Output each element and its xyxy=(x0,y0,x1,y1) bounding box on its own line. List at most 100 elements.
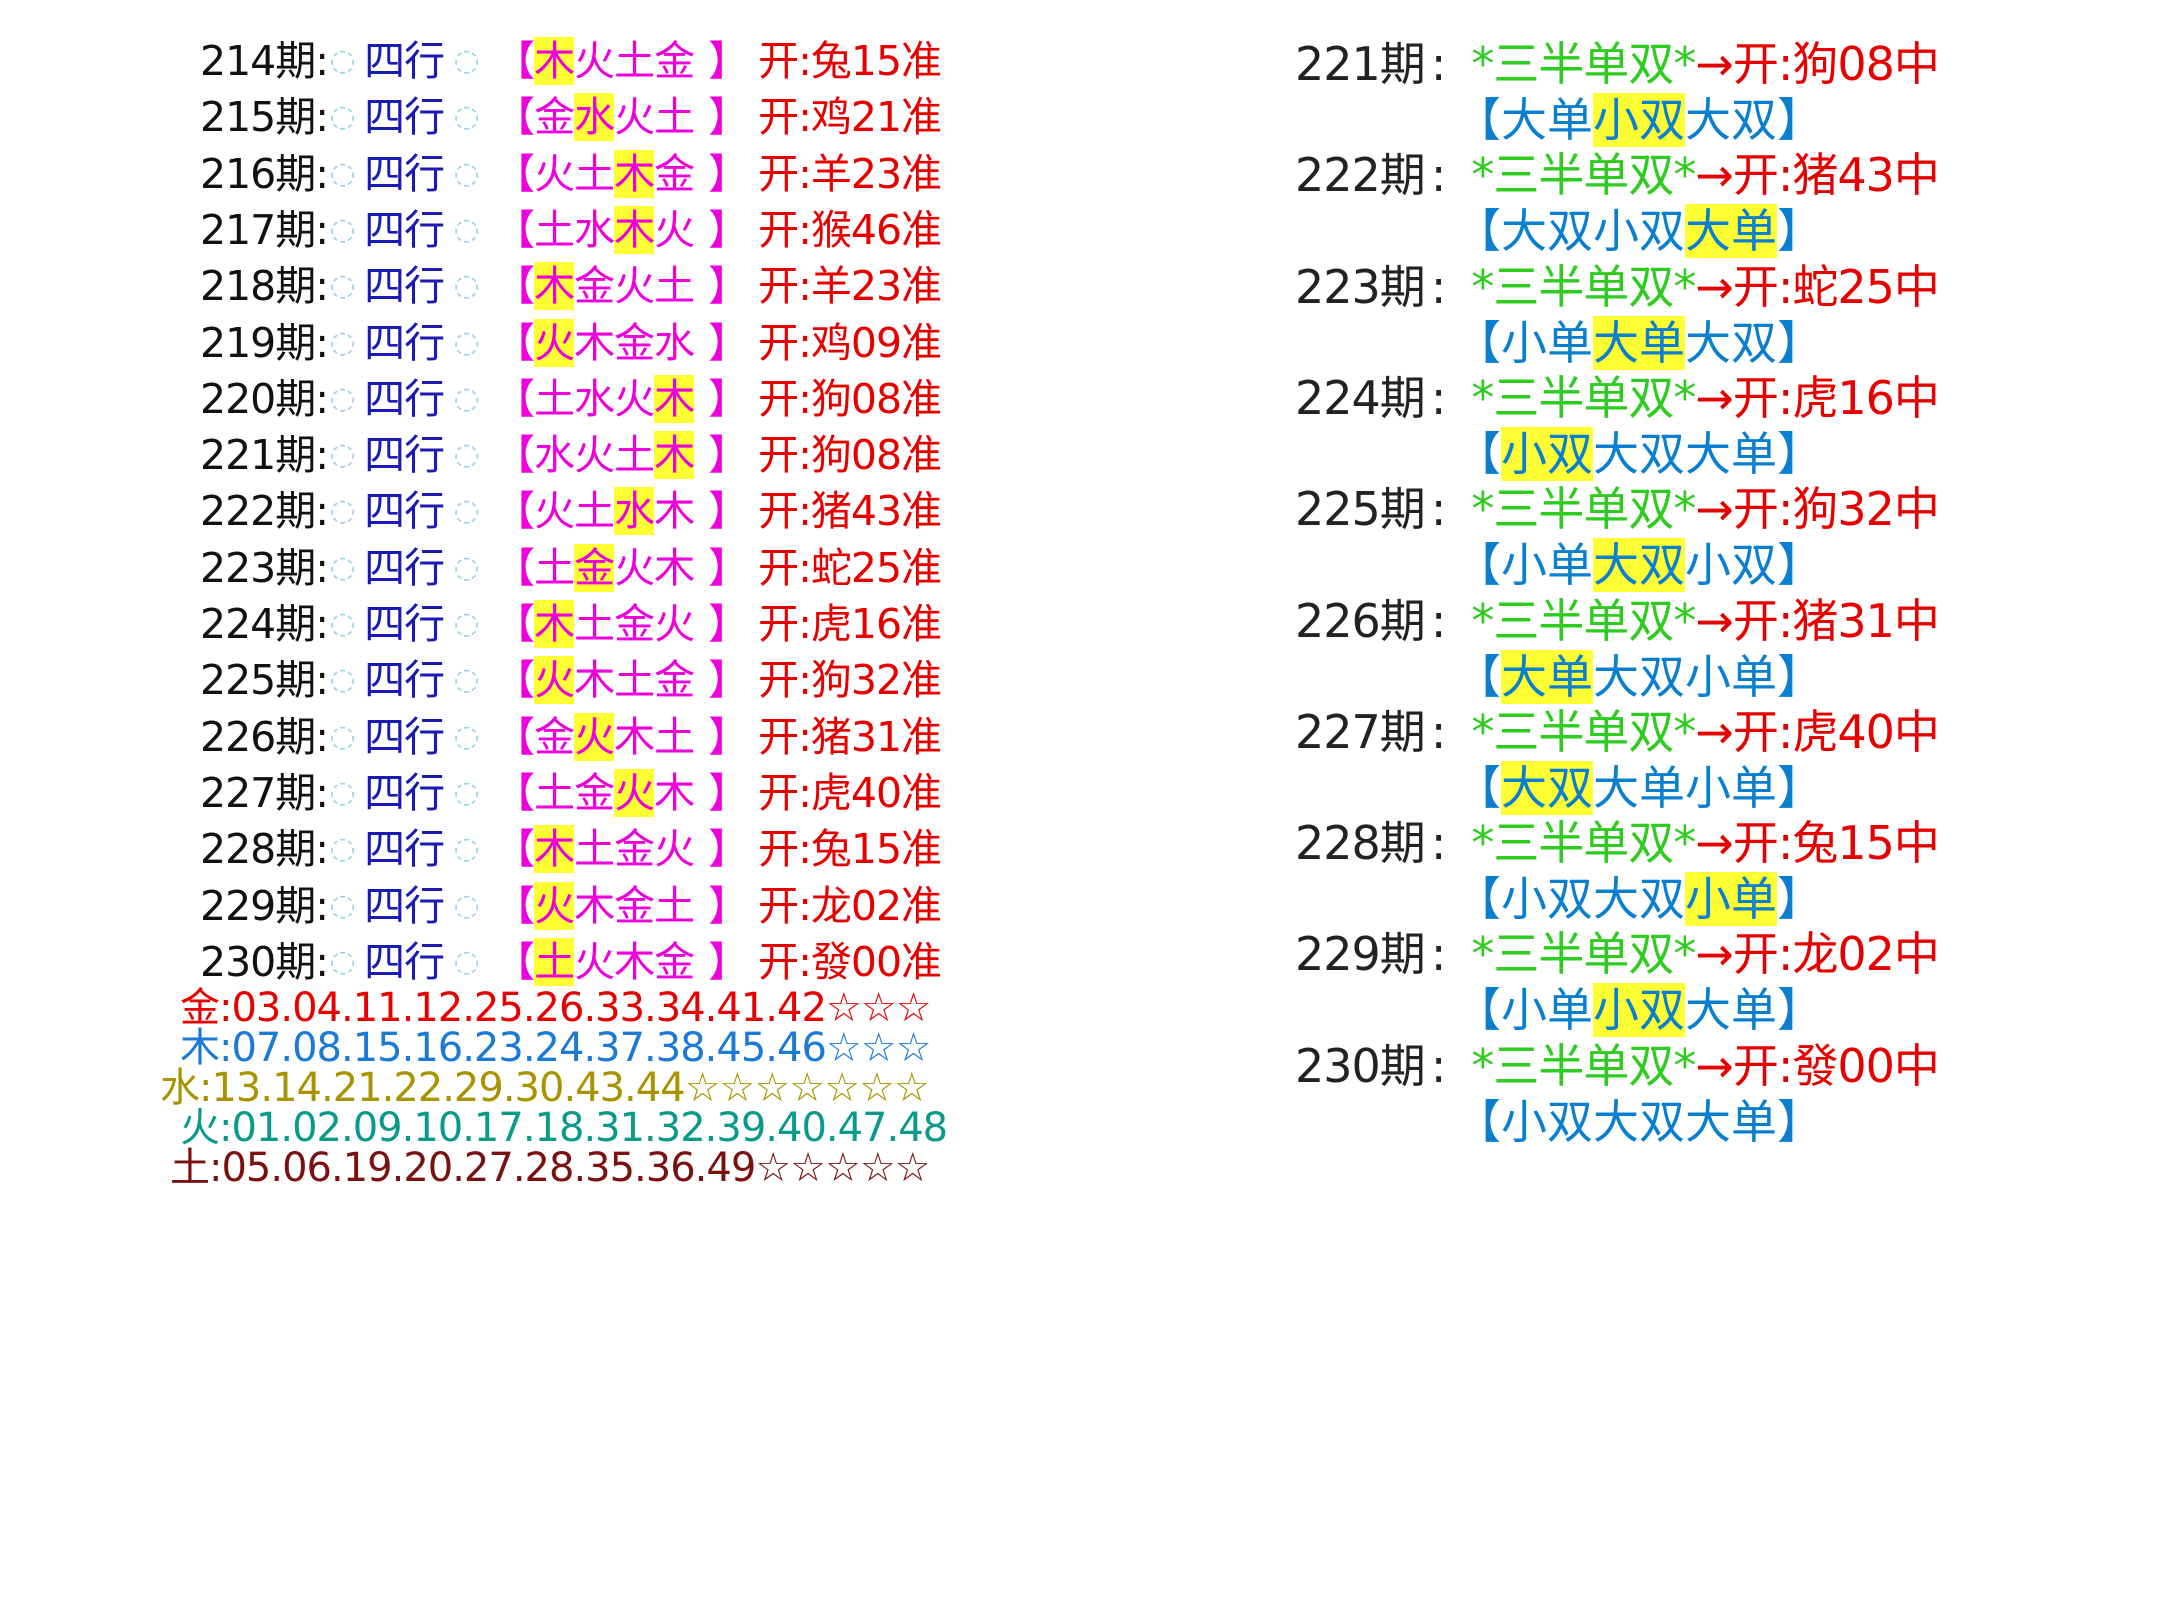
prediction-row: 221期:◌ 四行 ◌ 【水火土木】开:狗08准 xyxy=(200,420,942,490)
combo-row: 【大单大双小单】 xyxy=(1455,639,1823,715)
bracket-close: 】 xyxy=(708,149,749,198)
element-char: 土 xyxy=(614,37,655,85)
element-char: 火 xyxy=(614,93,655,142)
combo-item: 小单 xyxy=(1501,315,1593,370)
element-char: 金 xyxy=(654,937,695,986)
bracket-open: 【 xyxy=(494,205,535,254)
category-label: 四行 xyxy=(364,318,445,367)
result-text: 开:虎40准 xyxy=(758,768,942,817)
element-char: 金 xyxy=(574,768,615,817)
ring-icon: ◌ xyxy=(453,718,479,754)
number-line: 木:07.08.15.16.23.24.37.38.45.46☆☆☆ xyxy=(180,1025,931,1071)
bracket-open: 【 xyxy=(494,768,535,817)
category-label: 四行 xyxy=(364,937,445,986)
element-char: 金 xyxy=(614,881,655,930)
result-text: →开:龙02中 xyxy=(1695,927,1940,982)
number-line: 金:03.04.11.12.25.26.33.34.41.42☆☆☆ xyxy=(180,985,931,1031)
prediction-row: 217期:◌ 四行 ◌ 【土水木火】开:猴46准 xyxy=(200,195,942,265)
element-char: 火 xyxy=(574,712,615,761)
ring-icon: ◌ xyxy=(329,211,355,247)
category-label: *三半单双* xyxy=(1471,370,1696,425)
number-line: 水:13.14.21.22.29.30.43.44☆☆☆☆☆☆☆ xyxy=(160,1065,930,1111)
bracket-open: 【 xyxy=(494,656,535,705)
combo-item: 小双 xyxy=(1501,1094,1593,1149)
ring-icon: ◌ xyxy=(453,887,479,923)
element-char: 金 xyxy=(654,149,695,198)
bracket-open: 【 xyxy=(494,881,535,930)
prediction-row: 223期: *三半单双*→开:蛇25中 xyxy=(1295,249,1940,325)
element-char: 金 xyxy=(534,712,575,761)
period-label: 223期: xyxy=(200,543,329,592)
category-label: 四行 xyxy=(364,881,445,930)
bracket-close: 】 xyxy=(708,487,749,536)
bracket-open: 【 xyxy=(494,487,535,536)
element-char: 火 xyxy=(534,318,575,367)
result-text: 开:發00准 xyxy=(758,937,942,986)
combo-item: 小双 xyxy=(1501,872,1593,927)
combo-item: 小双 xyxy=(1593,93,1685,147)
ring-icon: ◌ xyxy=(329,662,355,698)
result-text: →开:蛇25中 xyxy=(1695,259,1940,314)
category-label: 四行 xyxy=(364,712,445,761)
prediction-row: 228期:◌ 四行 ◌ 【木土金火】开:兔15准 xyxy=(200,814,942,884)
ring-icon: ◌ xyxy=(329,549,355,585)
bracket-close: 】 xyxy=(708,374,749,423)
result-text: →开:虎40中 xyxy=(1695,704,1940,759)
result-text: 开:兔15准 xyxy=(758,825,942,874)
combo-item: 大双 xyxy=(1501,204,1593,259)
prediction-row: 223期:◌ 四行 ◌ 【土金火木】开:蛇25准 xyxy=(200,533,942,603)
category-label: *三半单双* xyxy=(1471,927,1696,982)
prediction-row: 229期: *三半单双*→开:龙02中 xyxy=(1295,916,1940,992)
category-label: 四行 xyxy=(364,487,445,536)
colon: : xyxy=(1430,259,1446,314)
period-label: 227期 xyxy=(1295,704,1426,759)
combo-item: 大单 xyxy=(1593,315,1685,370)
bracket-close: 】 xyxy=(708,600,749,648)
element-char: 土 xyxy=(534,205,575,254)
bracket-open: 【 xyxy=(1455,538,1501,593)
element-char: 土 xyxy=(654,712,695,761)
prediction-row: 216期:◌ 四行 ◌ 【火土木金】开:羊23准 xyxy=(200,139,942,209)
element-char: 金 xyxy=(574,543,615,592)
ring-icon: ◌ xyxy=(329,943,355,979)
category-label: *三半单双* xyxy=(1471,37,1696,91)
combo-row: 【小单大单大双】 xyxy=(1455,305,1823,381)
result-text: 开:狗08准 xyxy=(758,374,942,423)
ring-icon: ◌ xyxy=(453,943,479,979)
bracket-close: 】 xyxy=(1777,1094,1823,1149)
bracket-open: 【 xyxy=(494,93,535,142)
combo-item: 大单 xyxy=(1685,983,1777,1038)
combo-item: 大单 xyxy=(1593,760,1685,815)
element-char: 木 xyxy=(654,768,695,817)
category-label: 四行 xyxy=(364,543,445,592)
element-char: 金 xyxy=(654,37,695,85)
bracket-open: 【 xyxy=(1455,315,1501,370)
bracket-close: 】 xyxy=(708,262,749,311)
bracket-close: 】 xyxy=(708,205,749,254)
combo-item: 大双 xyxy=(1685,315,1777,370)
period-label: 224期 xyxy=(1295,370,1426,425)
left-column: 214期:◌ 四行 ◌ 【木火土金】开:兔15准 215期:◌ 四行 ◌ 【金水火土】开:鸡2… xyxy=(160,37,948,1191)
ring-icon: ◌ xyxy=(453,43,479,78)
element-char: 木 xyxy=(574,656,615,705)
result-text: →开:猪31中 xyxy=(1695,593,1940,648)
element-char: 土 xyxy=(534,374,575,423)
result-text: 开:龙02准 xyxy=(758,881,942,930)
prediction-row: 229期:◌ 四行 ◌ 【火木金土】开:龙02准 xyxy=(200,871,942,941)
bracket-open: 【 xyxy=(494,37,535,85)
prediction-row: 225期: *三半单双*→开:狗32中 xyxy=(1295,471,1940,547)
element-char: 木 xyxy=(534,825,575,874)
element-char: 土 xyxy=(614,431,655,480)
combo-item: 小双 xyxy=(1685,538,1777,593)
prediction-row: 222期:◌ 四行 ◌ 【火土水木】开:猪43准 xyxy=(200,476,942,546)
colon: : xyxy=(1430,482,1446,537)
period-label: 223期 xyxy=(1295,259,1426,314)
bracket-open: 【 xyxy=(1455,204,1501,259)
prediction-row: 230期: *三半单双*→开:發00中 xyxy=(1295,1028,1940,1104)
period-label: 221期 xyxy=(1295,37,1426,91)
combo-row: 【小单小双大单】 xyxy=(1455,972,1823,1048)
prediction-row: 228期: *三半单双*→开:兔15中 xyxy=(1295,805,1940,881)
bracket-open: 【 xyxy=(494,318,535,367)
colon: : xyxy=(1430,704,1446,759)
element-char: 金 xyxy=(614,600,655,648)
